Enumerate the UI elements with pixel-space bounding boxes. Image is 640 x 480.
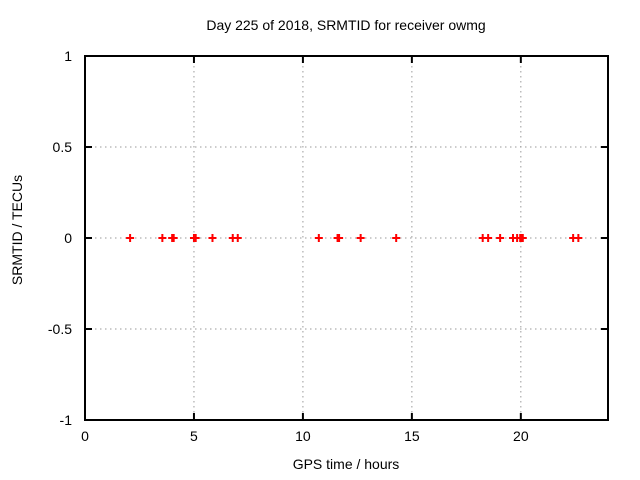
data-point-marker <box>518 234 527 242</box>
y-tick-label: 0 <box>64 230 72 246</box>
chart-title: Day 225 of 2018, SRMTID for receiver owm… <box>206 17 485 33</box>
x-tick-label: 15 <box>404 428 420 444</box>
x-tick-label: 20 <box>513 428 529 444</box>
x-tick-label: 10 <box>295 428 311 444</box>
series-layer <box>126 234 583 242</box>
y-tick-label: 1 <box>64 48 72 64</box>
data-point-marker <box>356 234 365 242</box>
x-axis-label: GPS time / hours <box>293 456 400 472</box>
data-point-marker <box>314 234 323 242</box>
y-tick-label: -1 <box>60 412 73 428</box>
data-point-marker <box>392 234 401 242</box>
x-tick-label: 0 <box>81 428 89 444</box>
data-point-marker <box>191 234 200 242</box>
data-point-marker <box>208 234 217 242</box>
data-point-marker <box>233 234 242 242</box>
y-tick-label: -0.5 <box>48 321 72 337</box>
plot-frame <box>84 55 609 421</box>
data-point-marker <box>496 234 505 242</box>
data-point-marker <box>169 234 178 242</box>
y-tick-label: 0.5 <box>53 139 73 155</box>
x-tick-label: 5 <box>190 428 198 444</box>
data-point-marker <box>158 234 167 242</box>
y-axis-label: SRMTID / TECUs <box>9 175 25 285</box>
data-point-marker <box>335 234 344 242</box>
data-point-marker <box>484 234 493 242</box>
data-point-marker <box>574 234 583 242</box>
data-point-marker <box>126 234 135 242</box>
axes-layer: 0 5 10 15 20 -1 -0.5 0 0.5 1 <box>48 48 609 444</box>
